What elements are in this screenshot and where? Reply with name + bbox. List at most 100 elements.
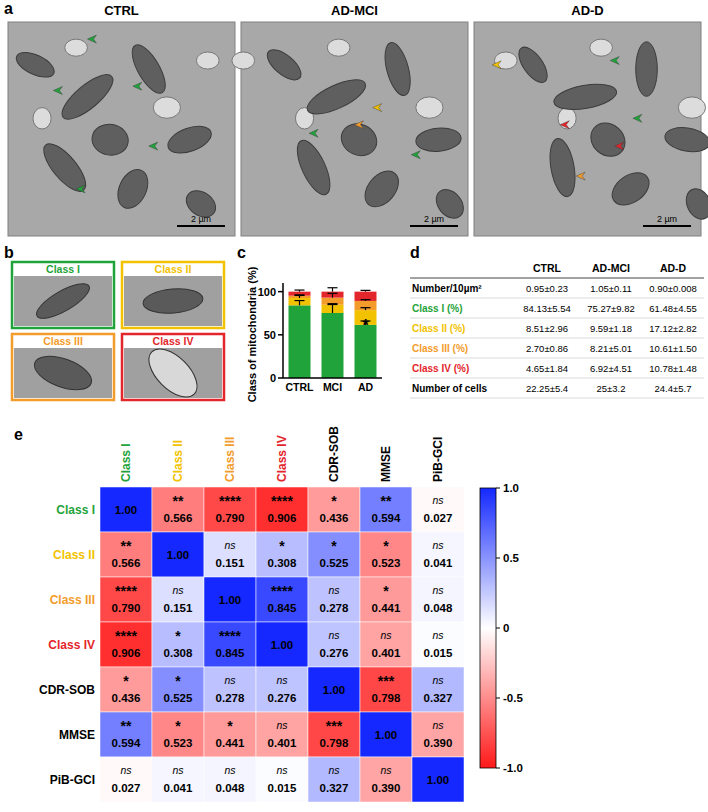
mitochondrion	[262, 44, 306, 85]
bar-segment	[355, 292, 377, 301]
heatmap-cell	[100, 487, 152, 532]
cell-significance: ns	[224, 539, 236, 551]
heatmap-cell	[100, 532, 152, 577]
error-cap	[328, 303, 338, 304]
em-image-bg	[8, 22, 235, 236]
heatmap-cell	[100, 757, 152, 802]
heatmap-cell	[100, 577, 152, 622]
class-frame	[122, 262, 224, 328]
colorbar-tick-label: 0.5	[503, 552, 520, 564]
image-title: CTRL	[104, 3, 139, 18]
error-cap	[328, 287, 338, 288]
colorbar-tick-label: 0	[503, 622, 509, 634]
error-cap	[328, 304, 338, 305]
class-title: Class III	[43, 335, 83, 347]
row-label: Class II	[53, 548, 95, 562]
row-label: MMSE	[59, 728, 95, 742]
column-label: Class II	[171, 440, 185, 482]
heatmap-cell	[100, 712, 152, 757]
arrowhead	[633, 114, 642, 122]
arrowhead	[149, 142, 158, 150]
table-rule	[410, 338, 704, 339]
cell-significance: ns	[328, 584, 340, 596]
mitochondrion	[90, 121, 131, 158]
cell-label: 0.441	[216, 737, 245, 749]
vacuole	[65, 39, 88, 56]
cell-significance: ****	[219, 628, 241, 644]
table-cell: 25±3.2	[597, 383, 626, 394]
cell-significance: ns	[328, 764, 340, 776]
heatmap-cell	[256, 712, 308, 757]
class-title: Class IV	[153, 335, 194, 347]
vacuole	[558, 108, 576, 129]
cell-label: 0.041	[164, 782, 193, 794]
table-rule	[410, 398, 704, 399]
table-cell: 6.92±4.51	[590, 363, 632, 374]
class-frame	[12, 262, 114, 328]
vacuole	[153, 97, 180, 118]
cell-label: 1.00	[115, 504, 137, 516]
table-cell: 10.78±1.48	[649, 363, 696, 374]
cell-label: 0.798	[320, 737, 349, 749]
mitochondrion	[546, 136, 579, 198]
cell-label: 1.00	[375, 729, 397, 741]
class-frame	[122, 334, 224, 400]
cell-label: 0.151	[216, 557, 245, 569]
image-title: AD-D	[571, 3, 604, 18]
class-mitochondrion	[142, 286, 204, 315]
arrowhead	[492, 61, 501, 69]
colorbar-tick-label: -1.0	[503, 762, 523, 774]
cell-label: 1.00	[167, 549, 189, 561]
cell-significance: ns	[276, 674, 288, 686]
cell-significance: ****	[271, 493, 293, 509]
mitochondrion	[336, 118, 382, 161]
colorbar-tick	[496, 698, 500, 699]
error-cap	[295, 295, 305, 296]
vacuole	[678, 97, 705, 118]
arrowhead	[576, 172, 585, 180]
cell-label: 0.566	[164, 512, 193, 524]
table-row-label: Number/10µm²	[412, 283, 482, 294]
heatmap-cell	[152, 622, 204, 667]
cell-significance: ****	[115, 583, 137, 599]
cell-label: 0.041	[424, 557, 453, 569]
scale-bar-label: 2 µm	[657, 214, 677, 224]
arrowhead	[87, 35, 96, 43]
cell-significance: ns	[432, 494, 444, 506]
class-mitochondrion	[32, 277, 94, 324]
heatmap-cell	[256, 532, 308, 577]
scale-bar	[177, 225, 225, 227]
arrowhead	[133, 82, 142, 90]
cell-label: 0.401	[268, 737, 297, 749]
mitochondrion	[112, 165, 154, 213]
arrowhead	[53, 86, 62, 94]
cell-significance: ns	[276, 719, 288, 731]
mitochondrion	[126, 40, 172, 98]
table-cell: 61.48±4.55	[649, 303, 696, 314]
cell-label: 0.151	[164, 602, 193, 614]
cell-significance: **	[173, 493, 184, 509]
table-cell: 1.05±0.11	[590, 283, 632, 294]
heatmap-cell	[308, 667, 360, 712]
class-mitochondrion	[140, 340, 205, 405]
column-label: PiB-GCI	[431, 437, 445, 482]
heatmap-cell	[308, 622, 360, 667]
error-cap	[328, 293, 338, 294]
heatmap-cell	[152, 712, 204, 757]
bar-segment	[289, 296, 311, 298]
heatmap-cell	[360, 487, 412, 532]
colorbar-tick	[496, 558, 500, 559]
cell-significance: ***	[326, 718, 343, 734]
cell-significance: ns	[432, 539, 444, 551]
column-label: Class IV	[275, 435, 289, 482]
cell-significance: ****	[219, 493, 241, 509]
arrowhead	[610, 57, 619, 65]
cell-significance: *	[383, 538, 389, 554]
colorbar-tick-label: 1.0	[503, 482, 519, 494]
cell-significance: ****	[115, 628, 137, 644]
class-image	[124, 276, 222, 326]
heatmap-cell	[152, 532, 204, 577]
heatmap-cell	[412, 487, 464, 532]
heatmap-cell	[360, 667, 412, 712]
error-bar	[332, 293, 333, 297]
